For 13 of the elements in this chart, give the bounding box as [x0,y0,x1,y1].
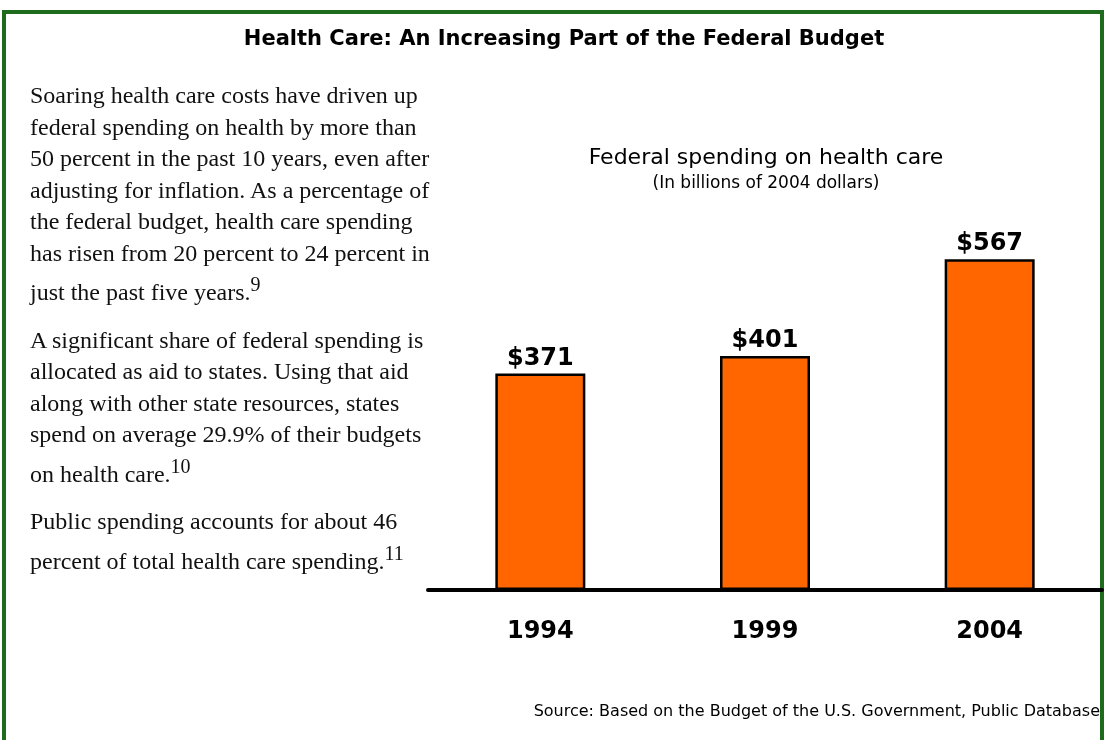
data-label: $371 [506,342,574,371]
source-note: Source: Based on the Budget of the U.S. Government, Public Database [533,700,1101,720]
chart-title: Federal spending on health care [588,143,944,169]
text: Public spending accounts for about 46 percent of total health care spending.$^{11}$ [30,507,405,576]
x-tick-label: 2004 [956,616,1024,644]
data-label: $567 [956,228,1024,257]
x-tick-label: 1994 [506,616,574,644]
data-label: $401 [731,325,799,354]
text: Health Care: An Increasing Part of the Federal Budget [242,26,886,50]
x-tick-label: 1999 [731,616,799,644]
text: A significant share of federal spending is allocated as aid to states. Using that aid along with other state resources, states spend on average 29.9% of their budgets on health care.$^{10}$ [30,325,425,489]
annotation: Soaring health care costs have driven up federal spending on health by more than 50 percent in the past 10 years, even after adjusting for inflation. As a percentage of the federal budget, health care spending has risen from 20 percent to 24 percent in just the past five years.$^{9}$ [30,81,431,307]
chart-subtitle: (In billions of 2004 dollars) [652,171,880,192]
